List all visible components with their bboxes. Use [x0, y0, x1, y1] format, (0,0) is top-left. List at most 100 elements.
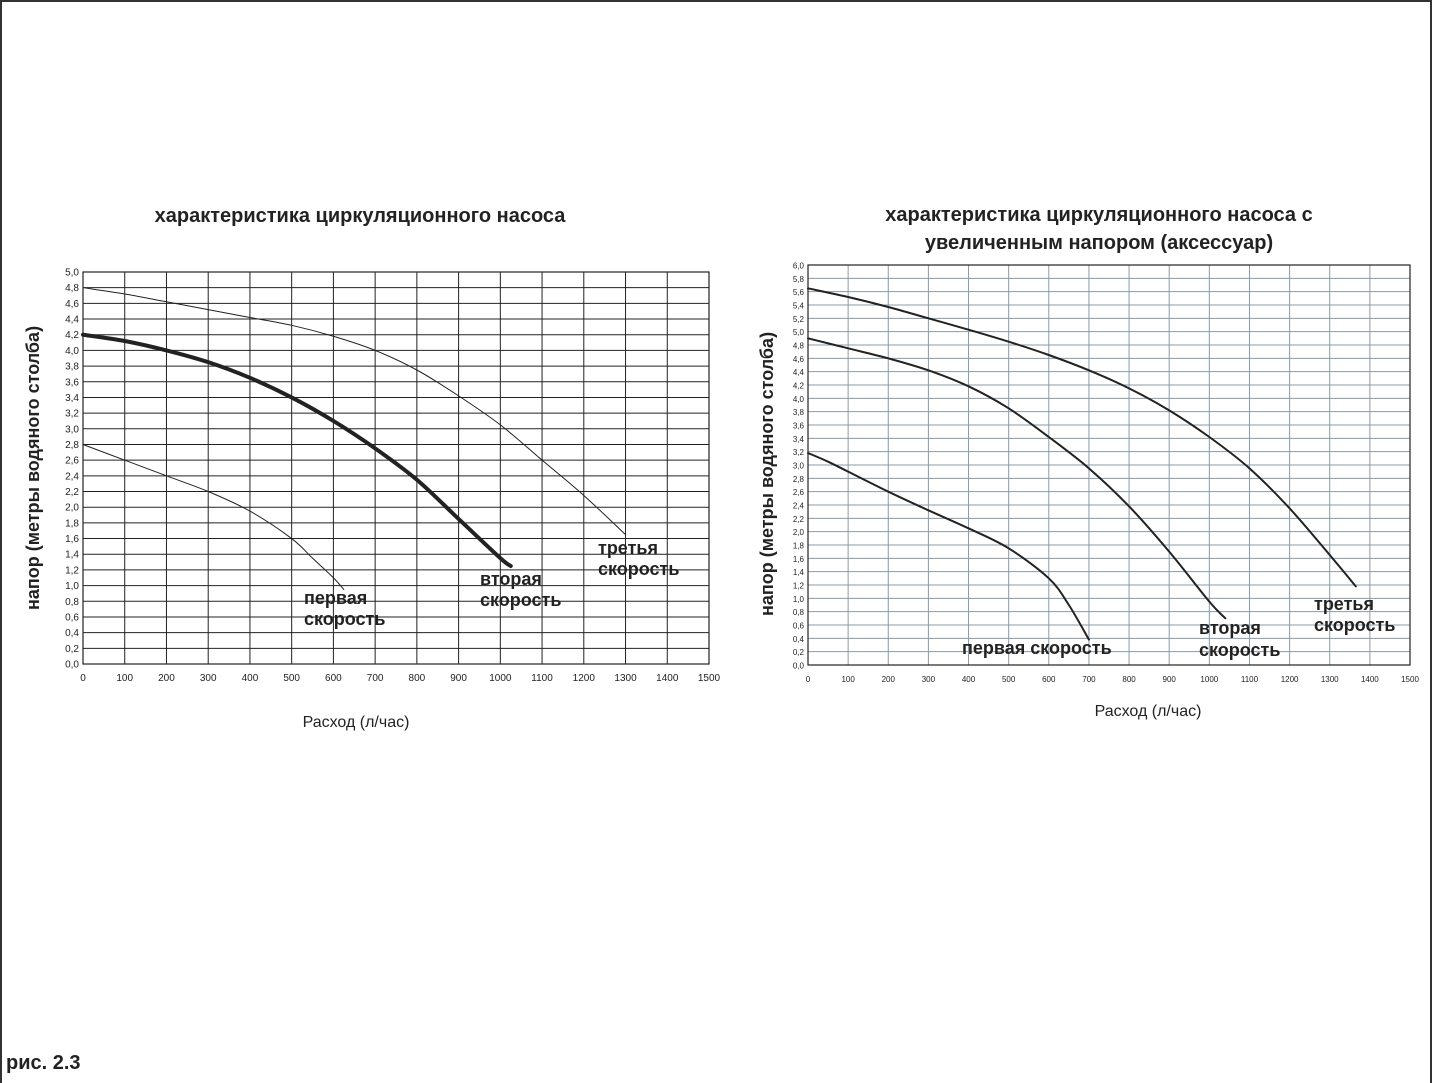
- y-axis-label: напор (метры водяного столба): [23, 326, 43, 610]
- y-tick-label: 1,8: [65, 518, 79, 529]
- y-tick-label: 4,4: [65, 315, 79, 326]
- x-tick-label: 1200: [573, 673, 596, 684]
- y-tick-label: 4,8: [793, 342, 805, 351]
- series-label: третья: [598, 538, 658, 558]
- x-tick-label: 1200: [1281, 675, 1299, 684]
- series-group: [81, 287, 627, 591]
- y-tick-label: 0,4: [793, 635, 805, 644]
- x-tick-label: 200: [158, 673, 175, 684]
- y-tick-label: 3,0: [65, 424, 79, 435]
- x-tick-label: 1000: [1200, 675, 1218, 684]
- x-tick-labels: 0 100 200 300 400 500 600 700 800 900 1000 1100 1200…: [80, 673, 720, 684]
- y-tick-label: 0,8: [65, 597, 79, 608]
- series-label: скорость: [304, 609, 385, 629]
- y-tick-label: 3,4: [793, 435, 805, 444]
- y-tick-label: 1,2: [793, 582, 805, 591]
- series-labels: первая скоростьвтораяскоростьтретьяскоро…: [962, 594, 1395, 660]
- y-tick-label: 2,2: [65, 487, 79, 498]
- y-tick-label: 3,8: [65, 362, 79, 373]
- y-tick-labels: 0,0 0,2 0,4 0,6 0,8 1,0 1,2 1,4 1,6 1,8 2,0 2,2 2,4 2…: [65, 268, 79, 671]
- y-tick-label: 3,2: [793, 448, 805, 457]
- y-tick-label: 3,2: [65, 409, 79, 420]
- y-tick-label: 1,0: [65, 581, 79, 592]
- y-tick-label: 4,2: [793, 382, 805, 391]
- y-tick-label: 5,0: [65, 268, 79, 279]
- y-tick-label: 1,4: [793, 568, 805, 577]
- series-label: первая скорость: [962, 638, 1112, 658]
- y-tick-label: 0,2: [65, 644, 79, 655]
- y-tick-label: 3,0: [793, 462, 805, 471]
- series-line-2: [81, 332, 513, 568]
- y-tick-label: 2,4: [65, 471, 79, 482]
- series-label: скорость: [1314, 615, 1395, 635]
- x-tick-label: 900: [450, 673, 467, 684]
- y-tick-label: 4,2: [65, 330, 79, 341]
- series-line-1: [807, 452, 1090, 641]
- x-tick-label: 700: [367, 673, 384, 684]
- grid: [807, 264, 1411, 666]
- y-tick-label: 2,8: [793, 475, 805, 484]
- y-tick-label: 0,4: [65, 628, 79, 639]
- x-tick-label: 1400: [1361, 675, 1379, 684]
- y-tick-label: 1,6: [65, 534, 79, 545]
- y-tick-label: 4,6: [65, 299, 79, 310]
- series-label: скорость: [598, 559, 679, 579]
- x-tick-label: 100: [841, 675, 855, 684]
- series-label: вторая: [1199, 618, 1261, 638]
- plot-border: [807, 264, 1411, 666]
- y-tick-label: 0,2: [793, 648, 805, 657]
- y-tick-label: 3,6: [793, 422, 805, 431]
- x-tick-label: 1300: [1321, 675, 1339, 684]
- x-axis-label: Расход (л/час): [1095, 703, 1202, 720]
- y-tick-label: 1,4: [65, 550, 79, 561]
- y-tick-label: 0,6: [65, 612, 79, 623]
- x-tick-label: 400: [242, 673, 259, 684]
- y-tick-label: 1,6: [793, 555, 805, 564]
- x-tick-label: 1400: [656, 673, 679, 684]
- series-line-3: [807, 287, 1357, 588]
- x-tick-label: 100: [116, 673, 133, 684]
- x-tick-label: 1300: [614, 673, 637, 684]
- x-tick-label: 700: [1082, 675, 1096, 684]
- y-tick-label: 0,0: [793, 662, 805, 671]
- series-label: вторая: [480, 569, 542, 589]
- series-line-1: [82, 443, 345, 591]
- chart-standard-pump: характеристика циркуляционного насоса 0,…: [23, 205, 721, 731]
- y-tick-label: 5,0: [793, 328, 805, 337]
- x-tick-label: 300: [200, 673, 217, 684]
- x-tick-label: 400: [962, 675, 976, 684]
- series-label: первая: [304, 588, 367, 608]
- y-tick-label: 0,0: [65, 660, 79, 671]
- chart-high-head-pump: характеристика циркуляционного насоса с …: [757, 204, 1419, 720]
- x-tick-labels: 0 100 200 300 400 500 600 700 800 900 1000 1100 1200…: [806, 675, 1420, 684]
- y-tick-label: 3,6: [65, 377, 79, 388]
- x-tick-label: 200: [882, 675, 896, 684]
- y-tick-label: 3,8: [793, 408, 805, 417]
- x-tick-label: 500: [283, 673, 300, 684]
- x-tick-label: 0: [80, 673, 86, 684]
- series-label: скорость: [480, 590, 561, 610]
- x-tick-label: 1100: [531, 673, 553, 684]
- series-group: [807, 287, 1357, 641]
- y-axis-label: напор (метры водяного столба): [757, 332, 777, 616]
- x-tick-label: 800: [1122, 675, 1136, 684]
- x-tick-label: 500: [1002, 675, 1016, 684]
- x-tick-label: 1000: [489, 673, 512, 684]
- plot-border: [82, 271, 710, 665]
- x-tick-label: 1100: [1241, 675, 1259, 684]
- series-line-2: [807, 337, 1227, 620]
- x-tick-label: 600: [325, 673, 342, 684]
- y-tick-label: 2,0: [793, 528, 805, 537]
- y-tick-label: 5,2: [793, 315, 805, 324]
- y-tick-label: 0,8: [793, 608, 805, 617]
- y-tick-label: 4,8: [65, 283, 79, 294]
- x-tick-label: 800: [409, 673, 426, 684]
- x-axis-label: Расход (л/час): [303, 714, 410, 731]
- chart-title-line-1: характеристика циркуляционного насоса с: [885, 204, 1312, 226]
- y-tick-label: 2,8: [65, 440, 79, 451]
- figure-caption: рис. 2.3: [6, 1052, 81, 1074]
- series-line-3: [82, 287, 627, 536]
- x-tick-label: 0: [806, 675, 811, 684]
- series-label: скорость: [1199, 640, 1280, 660]
